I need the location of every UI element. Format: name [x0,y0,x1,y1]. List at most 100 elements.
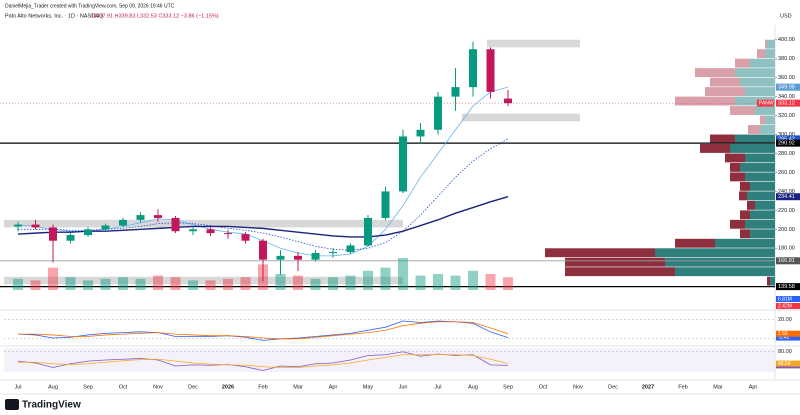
profile-up [750,229,775,239]
candle-body [276,255,285,260]
volume-bar [468,270,478,290]
profile-down [765,39,767,49]
price-tag [776,135,800,143]
price-tag-label: 234.41 [778,194,795,200]
profile-down [565,257,665,267]
value-tag-label: 1.56 [778,331,788,337]
candle-body [364,217,372,246]
volume-bar [398,258,408,290]
profile-down [700,144,730,153]
profile-down [705,87,745,97]
profile-down [695,68,735,78]
volume-tag [776,296,800,302]
price-tag-label: 290.92 [778,141,795,147]
candle-body [346,245,355,253]
profile-up [735,134,775,144]
profile-up [745,87,775,97]
volume-bar [415,275,426,290]
price-tag [776,283,800,291]
x-tick-label: Apr [749,384,758,390]
price-tag [776,257,800,265]
x-tick-label: Dec [188,384,198,390]
volume-bar [380,267,391,290]
profile-down [565,267,675,277]
y-tick-label: 80.00 [778,349,792,355]
x-tick-label: Jul [14,384,21,390]
volume-bar [450,275,461,290]
x-tick-label: Apr [329,384,338,390]
volume-bar [13,278,23,290]
price-tag [776,193,800,201]
profile-up [665,257,775,267]
candle-body [66,235,75,241]
volume-bar [188,280,198,290]
profile-up [755,200,775,210]
y-tick-label: 240.00 [778,189,795,195]
y-tick-label: 400.00 [778,37,795,43]
candle-body [84,229,92,236]
volume-bar [205,280,216,290]
candle-body [101,225,110,230]
x-tick-label: Aug [468,384,478,390]
x-tick-label: Oct [119,384,128,390]
profile-down [730,172,745,182]
profile-down [710,77,740,87]
profile-up [750,58,775,68]
x-tick-label: 2026 [222,384,234,390]
x-tick-label: Dec [608,384,618,390]
profile-up [740,77,775,87]
profile-down [740,229,750,239]
y-tick-label: 280.00 [778,151,795,157]
price-tag-label: 139.58 [778,284,795,290]
zone [4,219,403,228]
candle-body [381,191,390,218]
x-tick-label: Jul [434,384,441,390]
profile-down [748,125,760,134]
price-tag-label: 295.42 [778,136,795,142]
zone [462,113,580,122]
symbol: Palo Alto Networks, Inc. · 1D · NASDAQ [5,13,104,19]
x-tick-label: Jun [399,384,408,390]
volume-bar [503,277,513,290]
volume-label: 2.42M [778,303,792,309]
candle-body [224,233,232,235]
profile-down [730,106,755,115]
candle-body [294,255,302,260]
moving-average [17,196,509,238]
rsi-line [17,351,509,371]
profile-up [675,267,775,277]
y-tick-label: 340.00 [778,94,795,100]
ohlc: O337.91 H339.83 L332.53 C333.12 −3.86 (−… [92,13,219,19]
candle-body [259,240,267,260]
price-tag [776,83,800,91]
x-tick-label: Oct [539,384,548,390]
y-tick-label: 380.00 [778,56,795,62]
x-tick-label: Nov [153,384,163,390]
value-tag-label: 48.54 [778,361,791,367]
y-tick-label: 180.00 [778,246,795,252]
volume-bar [345,275,356,290]
volume-bar [65,277,76,290]
y-tick-label: 260.00 [778,170,795,176]
profile-down [710,134,735,144]
profile-down [545,248,655,258]
x-tick-label: Aug [48,384,58,390]
candle-body [31,224,40,228]
x-tick-label: Mar [293,384,303,390]
volume-bar [48,267,58,290]
y-tick-label: 220.00 [778,208,795,214]
zone [487,39,580,48]
profile-up [750,210,775,220]
candle-body [14,224,22,227]
candle-body [49,227,57,241]
profile-up [735,68,775,78]
y-tick-label: 300.00 [778,132,795,138]
volume-tag [776,303,800,309]
value-tag [776,360,800,367]
macd-line [18,321,509,340]
candle-body [171,217,180,232]
rsi-line [18,353,509,368]
profile-down [747,200,755,210]
profile-up [715,238,775,248]
candle-body [189,229,197,232]
